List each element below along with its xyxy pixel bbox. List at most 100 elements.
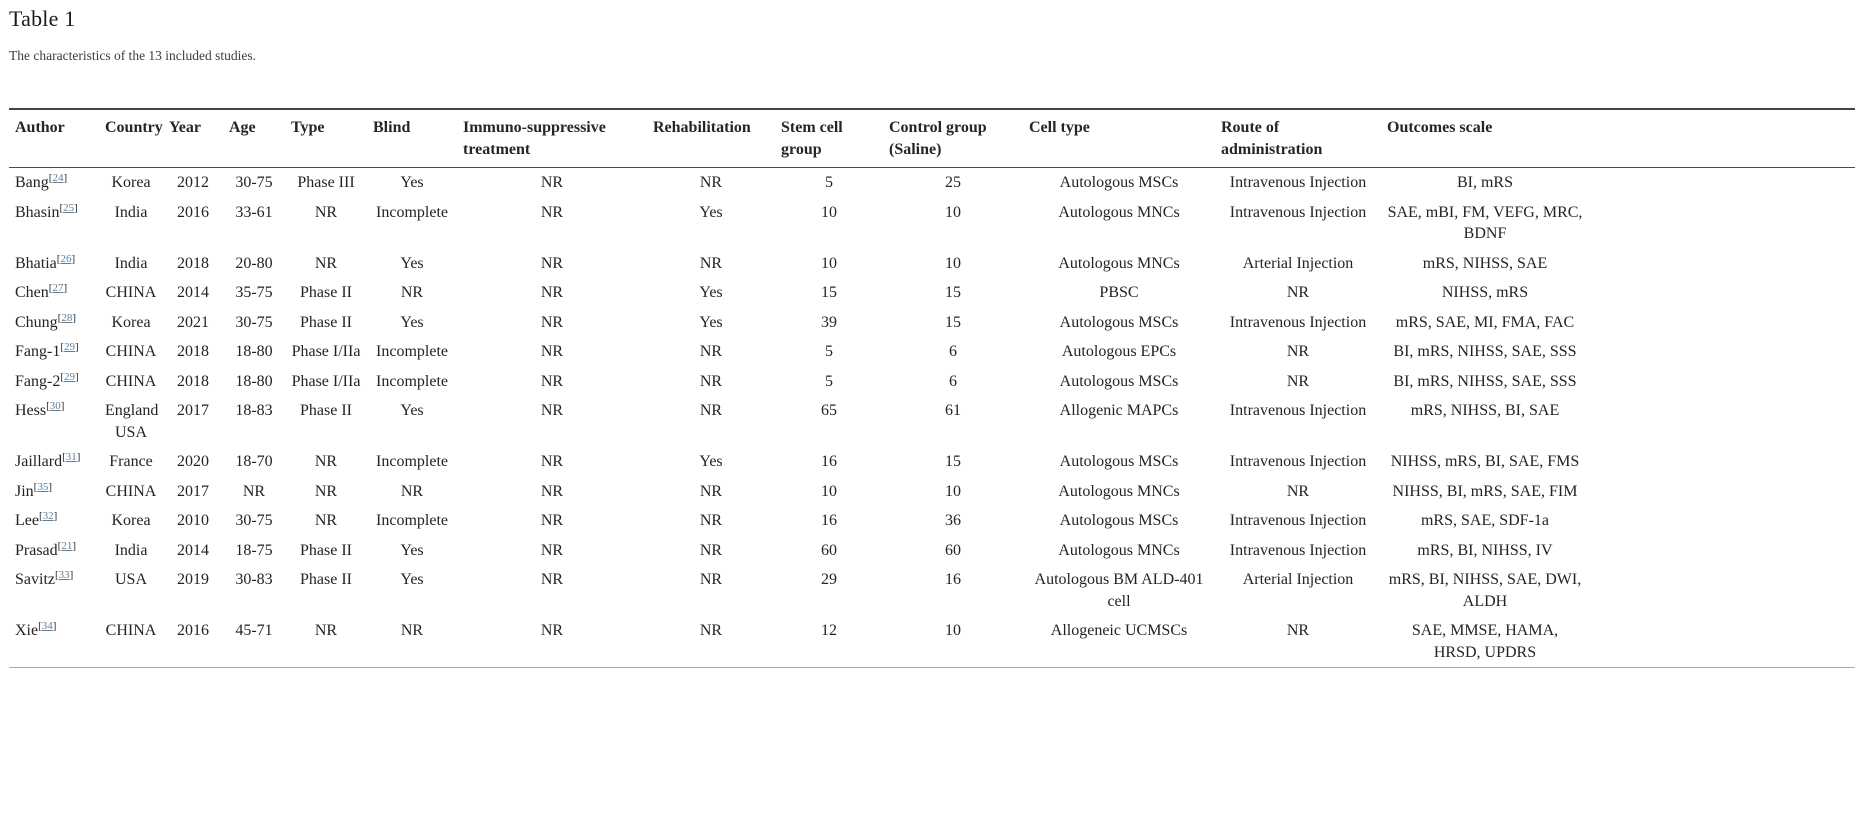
citation-link[interactable]: 32	[42, 510, 54, 522]
route-cell: NR	[1286, 343, 1310, 360]
blind-cell: Incomplete	[376, 203, 448, 221]
citation-ref: [35]	[34, 481, 52, 493]
age-cell: 33-61	[235, 203, 273, 221]
route-cell: NR	[1286, 482, 1310, 500]
citation-bracket: [	[62, 451, 66, 463]
spacer-cell	[1589, 616, 1855, 668]
table-row: Bhatia[26] India 2018 20-80 NR Yes NR NR 10 10 Aut…	[9, 249, 1855, 279]
citation-link[interactable]: 34	[41, 620, 53, 632]
col-header-country: Country	[105, 119, 163, 136]
citation-bracket: ]	[72, 539, 76, 552]
spacer-cell	[1589, 536, 1855, 566]
table-caption: The characteristics of the 13 included s…	[9, 48, 257, 63]
country-cell: France	[109, 453, 153, 470]
cell-type-cell: Autologous EPCs	[1061, 343, 1177, 360]
type-cell: NR	[314, 254, 338, 272]
citation-ref: [29]	[60, 341, 78, 353]
route-cell: Intravenous Injection	[1229, 174, 1367, 191]
citation-link[interactable]: 29	[64, 341, 75, 353]
year-cell: 2014	[177, 284, 209, 301]
citation-bracket: [	[48, 282, 53, 294]
citation-ref: [32]	[39, 510, 57, 522]
stem-cell: 5	[825, 372, 833, 390]
spacer-cell	[1589, 367, 1855, 397]
spacer-cell	[1589, 168, 1855, 198]
control-cell: 15	[945, 284, 961, 301]
control-cell: 6	[949, 372, 957, 390]
country-cell: India	[114, 254, 148, 272]
citation-bracket: [	[57, 539, 62, 552]
age-cell: 18-80	[235, 372, 273, 390]
citation-link[interactable]: 24	[52, 172, 64, 184]
age-cell: 18-70	[235, 453, 273, 470]
year-cell: 2018	[177, 343, 209, 360]
spacer-cell	[1589, 278, 1855, 308]
stem-cell: 5	[825, 343, 833, 360]
citation-link[interactable]: 21	[61, 539, 73, 552]
outcomes-cell: mRS, BI, NIHSS, SAE, DWI, ALDH	[1388, 571, 1582, 610]
citation-bracket: [	[59, 201, 64, 214]
route-cell: Arterial Injection	[1242, 571, 1354, 588]
citation-link[interactable]: 31	[65, 451, 77, 463]
control-cell: 10	[945, 482, 961, 500]
citation-link[interactable]: 27	[52, 282, 64, 294]
immuno-cell: NR	[540, 203, 564, 221]
rehab-cell: NR	[699, 174, 723, 191]
stem-cell: 10	[821, 203, 837, 221]
citation-link[interactable]: 25	[63, 201, 75, 214]
citation-link[interactable]: 33	[58, 569, 70, 581]
blind-cell: Incomplete	[376, 453, 448, 470]
age-cell: NR	[242, 482, 266, 500]
immuno-cell: NR	[540, 482, 564, 500]
citation-link[interactable]: 28	[61, 311, 73, 324]
spacer-cell	[1589, 565, 1855, 616]
citation-bracket: ]	[53, 510, 58, 522]
table-row: Hess[30] England USA 2017 18-83 Phase II Yes N…	[9, 396, 1855, 447]
year-cell: 2018	[177, 372, 209, 390]
stem-cell: 15	[821, 284, 837, 301]
type-cell: Phase II	[300, 541, 352, 559]
route-cell: NR	[1286, 284, 1310, 301]
cell-type-cell: Autologous MNCs	[1058, 254, 1180, 272]
citation-bracket: [	[60, 341, 64, 353]
citation-ref: [21]	[58, 540, 76, 552]
outcomes-cell: SAE, mBI, FM, VEFG, MRC, BDNF	[1387, 203, 1583, 243]
citation-bracket: [	[48, 172, 53, 184]
citation-bracket: ]	[69, 569, 74, 581]
country-cell: CHINA	[105, 622, 157, 639]
cell-type-cell: Autologous BM ALD-401 cell	[1034, 571, 1204, 610]
age-cell: 30-75	[235, 174, 273, 191]
outcomes-cell: mRS, NIHSS, SAE	[1422, 254, 1548, 272]
table-row: Bang[24] Korea 2012 30-75 Phase III Yes NR NR 5 2…	[9, 168, 1855, 198]
citation-ref: [26]	[57, 253, 75, 265]
table-row: Fang-2[29] CHINA 2018 18-80 Phase I/IIa Incom…	[9, 367, 1855, 397]
col-header-cell-type: Cell type	[1029, 119, 1090, 136]
stem-cell: 12	[821, 622, 837, 639]
rehab-cell: Yes	[699, 453, 723, 470]
citation-link[interactable]: 35	[37, 480, 49, 493]
citation-bracket: ]	[74, 201, 78, 214]
col-header-immuno: Immuno-suppressive treatment	[463, 119, 606, 158]
citation-bracket: [	[33, 480, 38, 493]
citation-link[interactable]: 29	[64, 370, 75, 383]
country-cell: CHINA	[105, 284, 157, 301]
country-cell: USA	[114, 571, 147, 588]
age-cell: 45-71	[235, 622, 273, 639]
country-cell: India	[114, 541, 148, 559]
rehab-cell: NR	[699, 571, 723, 588]
col-header-rehabilitation: Rehabilitation	[653, 119, 751, 136]
cell-type-cell: PBSC	[1099, 284, 1139, 301]
outcomes-cell: NIHSS, mRS	[1441, 284, 1529, 301]
age-cell: 18-75	[235, 541, 273, 559]
control-cell: 16	[945, 571, 961, 588]
spacer-cell	[1589, 447, 1855, 477]
studies-table: Author Country Year Age Type Blind Immun…	[9, 108, 1855, 668]
rehab-cell: Yes	[699, 284, 723, 301]
stem-cell: 39	[821, 313, 837, 331]
citation-link[interactable]: 30	[49, 400, 61, 412]
route-cell: NR	[1286, 372, 1310, 390]
spacer-cell	[1589, 308, 1855, 338]
immuno-cell: NR	[540, 453, 564, 470]
rehab-cell: NR	[699, 254, 723, 272]
citation-link[interactable]: 26	[60, 252, 72, 265]
